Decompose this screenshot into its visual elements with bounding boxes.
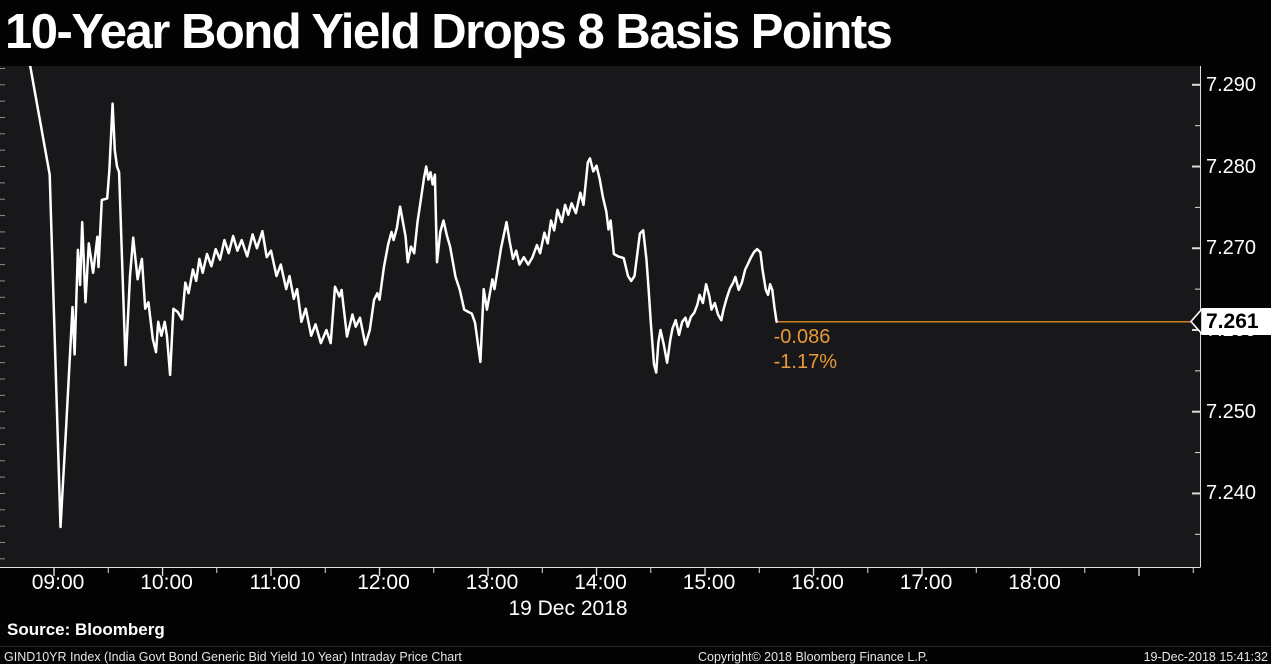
last-price-value: 7.261 (1206, 310, 1259, 334)
price-tag-arrow-icon (1190, 308, 1203, 336)
x-axis-label: 18:00 (1008, 571, 1061, 594)
source-credit: Source: Bloomberg (7, 620, 165, 639)
y-axis-label: 7.240 (1206, 482, 1257, 505)
x-axis-label: 10:00 (140, 571, 193, 594)
yield-series-line (28, 66, 778, 529)
terminal-status-bar: GIND10YR Index (India Govt Bond Generic … (0, 646, 1271, 664)
y-axis-label: 7.250 (1206, 400, 1257, 423)
x-axis-label: 11:00 (249, 571, 301, 594)
x-axis-label: 14:00 (574, 571, 627, 594)
plot-background (0, 66, 1200, 567)
change-percent-label: -1.17% (773, 350, 837, 373)
ticker-description: GIND10YR Index (India Govt Bond Generic … (4, 650, 462, 664)
y-axis-label: 7.290 (1206, 73, 1257, 96)
x-axis-label: 09:00 (31, 571, 85, 594)
x-axis-label: 17:00 (899, 571, 953, 594)
x-axis-label: 12:00 (357, 571, 410, 594)
change-absolute-label: -0.086 (773, 325, 831, 348)
x-axis-date-label: 19 Dec 2018 (508, 597, 628, 620)
y-axis-label: 7.270 (1206, 237, 1257, 260)
y-axis-label: 7.280 (1206, 155, 1257, 178)
chart-title: 10-Year Bond Yield Drops 8 Basis Points (5, 5, 893, 59)
price-line-plot[interactable] (0, 66, 1271, 580)
x-axis-label: 13:00 (465, 571, 519, 594)
copyright-notice: Copyright© 2018 Bloomberg Finance L.P. (698, 650, 928, 664)
x-axis-label: 16:00 (791, 571, 844, 594)
terminal-timestamp: 19-Dec-2018 15:41:32 (1143, 650, 1268, 664)
x-axis-label: 15:00 (682, 571, 736, 594)
last-price-tag[interactable]: 7.261 (1190, 308, 1271, 336)
